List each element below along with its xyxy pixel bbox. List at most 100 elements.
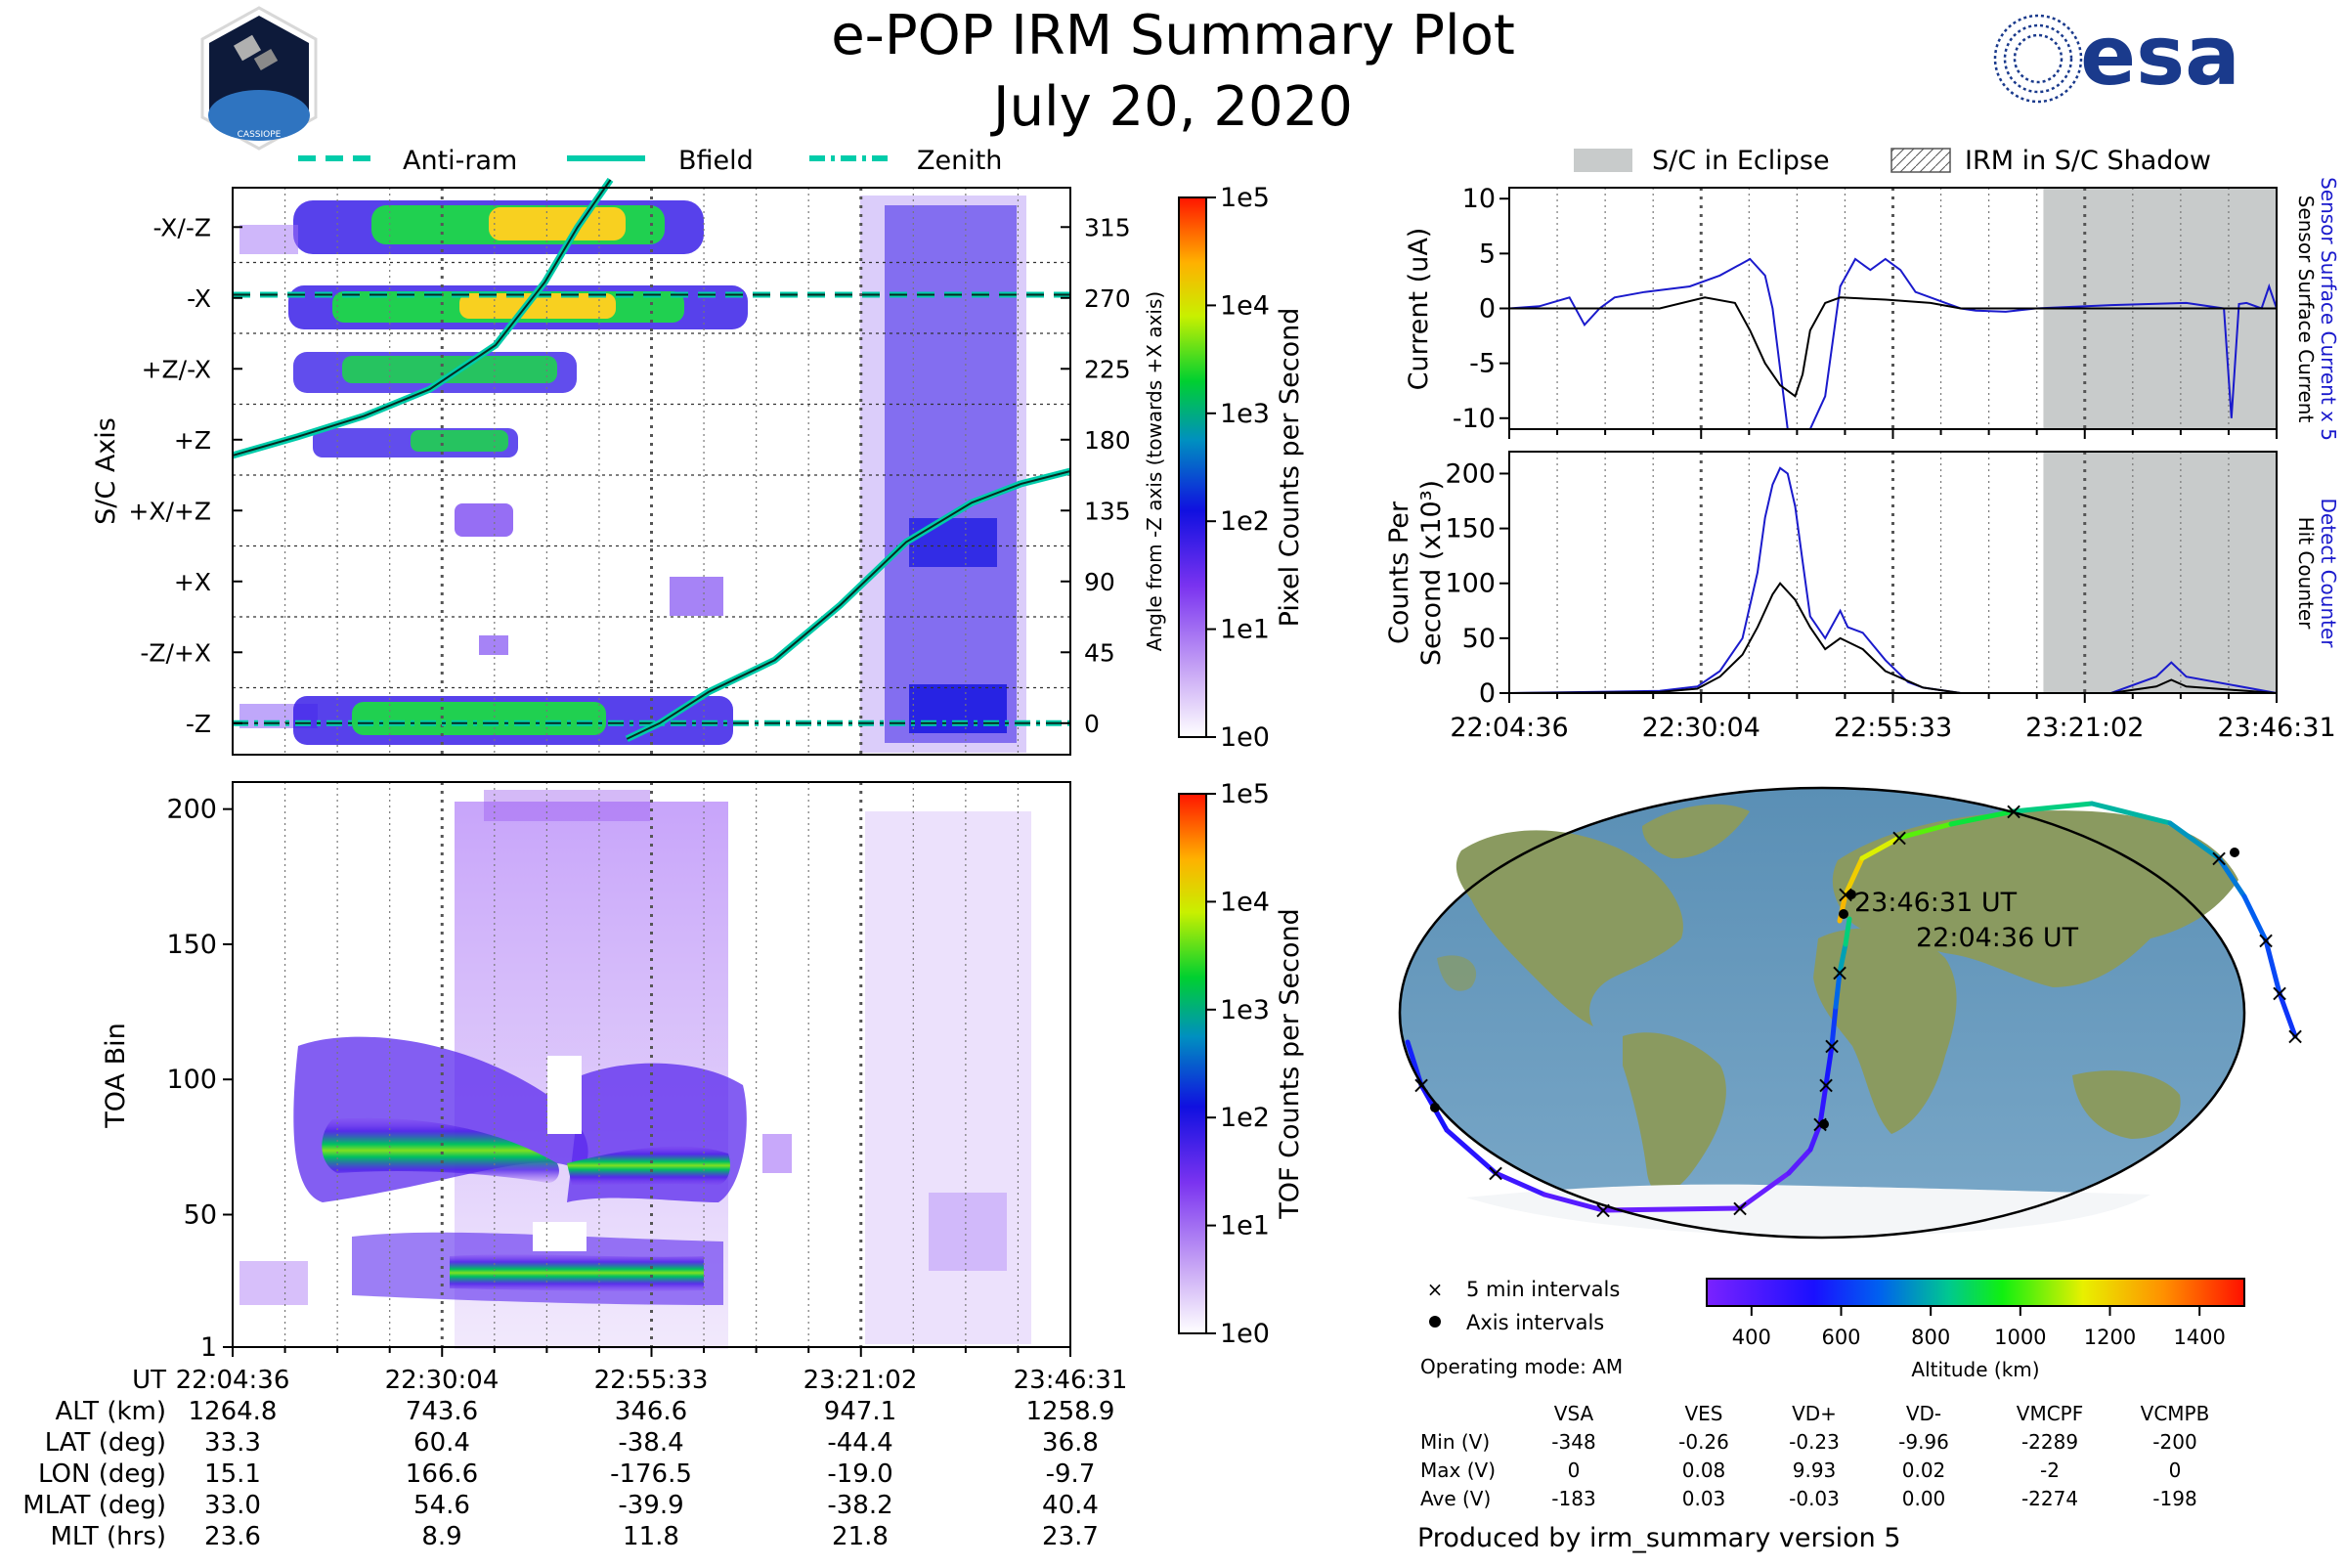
voltage-row-label: Min (V) [1420,1430,1490,1454]
five-min-marker: × [2285,1023,2305,1050]
ephemeris-row-label: UT [132,1366,166,1395]
africa-land [1813,928,1957,1134]
counts-right-label-black: Hit Counter [2294,517,2318,630]
pixel-ytick-label: -X/-Z [153,213,211,241]
antarctica-land [1466,1184,2150,1238]
colorbar-tick-label: 1e4 [1220,290,1270,321]
colorbar-tick-label: 1e1 [1220,615,1270,645]
pixel-ytick-label: +Z/-X [142,355,211,383]
orbit-segment [2167,820,2222,861]
ephemeris-cell: 23:21:02 [804,1366,918,1395]
counts-ylabel-line2: Second (x10³) [1416,480,1447,666]
pixel-spectrogram-axes: -X/-Z -X +Z/-X +Z +X/+Z +X -Z/+X -Z 315 270 225 180… [128,213,1130,738]
five-min-marker: × [1486,1159,1505,1187]
orbit-segment [1833,970,1843,1010]
voltage-column-header: VD- [1906,1402,1941,1425]
voltage-cell: -0.03 [1789,1487,1840,1510]
orbit-markers: ××××××××××××××× [1412,798,2305,1224]
five-min-marker: × [1836,881,1855,908]
counts-ylabel-line1: Counts Per [1384,501,1414,644]
altitude-colorbar-ticks: 400 600 800 1000 1200 1400 [1732,1306,2226,1349]
ephemeris-cell: -39.9 [618,1491,683,1520]
p3-series-line [1508,257,2278,430]
current-right-label-blue: Sensor Surface Current x 5 [2317,177,2340,441]
p3-series-line [1509,296,2277,398]
orbit-segment [1786,1147,1813,1176]
eclipse-legend: S/C in Eclipse IRM in S/C Shadow [1574,146,2211,176]
altitude-tick-label: 1200 [2084,1326,2136,1349]
pixel-ytick-label: +Z [174,426,211,455]
orbit-segment [1807,1121,1823,1153]
colorbar-tick-label: 1e2 [1220,1103,1270,1133]
p3-ytick-label: 10 [1462,184,1496,214]
voltage-cell: 0.02 [1902,1459,1946,1482]
pixel-spectrogram-panel: -X/-Z -X +Z/-X +Z +X/+Z +X -Z/+X -Z 315 270 225 180… [91,177,1166,756]
colorbar-tick-label: 1e3 [1220,995,1270,1025]
pixel-colorbar-ticks: 1e5 1e4 1e3 1e2 1e1 1e0 [1206,183,1270,753]
ephemeris-cell: 22:30:04 [385,1366,500,1395]
colorbar-tick-label: 1e5 [1220,183,1270,213]
ephemeris-cell: 1264.8 [189,1397,278,1426]
orbit-map: ××××××××××××××× 23:46:31 UT 22:04:36 UT [1398,786,2305,1240]
five-min-marker: × [1822,1032,1842,1060]
ephemeris-cell: -38.2 [827,1491,892,1520]
ephemeris-row-label: LON (deg) [38,1459,166,1489]
colorbar-tick-label: 1e5 [1220,779,1270,809]
pixel-right-tick-label: 270 [1084,284,1131,313]
cassiope-logo-text: CASSIOPE [238,130,282,140]
map-land [1437,804,2238,1238]
tof-ytick-label: 150 [166,930,217,960]
ephemeris-cell: 40.4 [1042,1491,1099,1520]
orbit-segment [2263,937,2282,996]
p4-xtick-label: 22:30:04 [1642,713,1760,743]
pixel-right-tick-label: 0 [1084,710,1100,738]
tof-spectrogram-heatmap [239,790,1031,1349]
orbit-segment [2241,893,2269,943]
pixel-right-tick-label: 180 [1084,426,1131,455]
pixel-right-tick-label: 315 [1084,213,1131,241]
axis-interval-marker [1819,1119,1829,1129]
operating-mode: Operating mode: AM [1420,1355,1623,1378]
voltage-cell: -2289 [2021,1430,2078,1454]
orbit-segment [2216,855,2247,899]
ephemeris-cell: 166.6 [406,1459,478,1489]
tof-colorbar-label: TOF Counts per Second [1275,908,1305,1220]
map-end-label: 23:46:31 UT [1854,888,2018,918]
ephemeris-cell: 23:46:31 [1014,1366,1128,1395]
current-ylabel: Current (uA) [1404,228,1434,391]
tof-spectrogram-grid [283,782,1020,1347]
p3-ytick-label: 0 [1479,294,1496,325]
ephemeris-cell: 947.1 [824,1397,896,1426]
voltage-column-header: VCMPB [2141,1402,2210,1425]
pacific-island-land [1437,955,1477,991]
ephemeris-cell: 21.8 [832,1522,889,1551]
tof-ytick-label: 200 [166,795,217,825]
ephemeris-cell: 36.8 [1042,1428,1099,1458]
pixel-spectrogram-ylabel: S/C Axis [91,417,121,525]
ephemeris-cell: -44.4 [827,1428,892,1458]
ephemeris-cell: -38.4 [618,1428,683,1458]
orbit-segment [2011,801,2095,814]
esa-logo: esa [1993,8,2240,104]
p4-ytick-label: 150 [1445,514,1496,544]
orbit-segment [1823,1043,1835,1088]
colorbar-tick-label: 1e2 [1220,506,1270,537]
legend-eclipse-swatch [1574,149,1632,172]
pixel-spectrogram-overlays [232,177,1071,743]
ephemeris-cell: 346.6 [615,1397,687,1426]
orbit-segment [2277,990,2298,1039]
voltage-column-header: VMCPF [2017,1402,2083,1425]
pixel-ytick-label: -Z [186,710,211,738]
voltage-cell: 0.08 [1682,1459,1726,1482]
tof-colorbar: 1e5 1e4 1e3 1e2 1e1 1e0 TOF Counts per Second [1178,779,1305,1349]
pixel-colorbar: 1e5 1e4 1e3 1e2 1e1 1e0 Pixel Counts per Seco… [1178,183,1305,753]
ephemeris-cell: 15.1 [204,1459,261,1489]
voltage-row-label: Ave (V) [1420,1487,1491,1510]
ephemeris-cell: 23.7 [1042,1522,1099,1551]
legend-five-min-label: 5 min intervals [1466,1278,1620,1301]
pixel-spectrogram-frame [232,187,1071,756]
colorbar-tick-label: 1e0 [1220,722,1270,753]
page-title: e-POP IRM Summary Plot [831,4,1515,67]
north-america-land [1455,830,1683,1026]
